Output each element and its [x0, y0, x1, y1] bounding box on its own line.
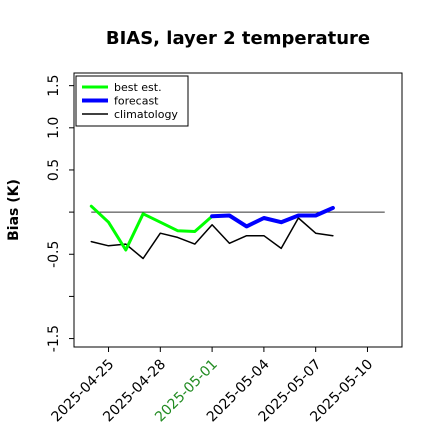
legend-label: best est. [114, 81, 162, 94]
y-tick-label: 1.5 [46, 75, 62, 97]
legend-label: forecast [114, 95, 159, 108]
y-axis-label: Bias (K) [6, 179, 22, 241]
series-line-climatology [90, 217, 334, 260]
y-tick-label: -0.5 [46, 241, 62, 268]
series-line-forecast [210, 205, 335, 229]
y-tick-label: 0.5 [46, 159, 62, 181]
plot-frame [73, 72, 403, 348]
legend-label: climatology [114, 108, 178, 121]
series-line-best-est [89, 204, 214, 252]
y-tick-label: 1.0 [46, 117, 62, 139]
y-tick-label: -1.5 [46, 325, 62, 352]
chart-title: BIAS, layer 2 temperature [106, 28, 370, 49]
